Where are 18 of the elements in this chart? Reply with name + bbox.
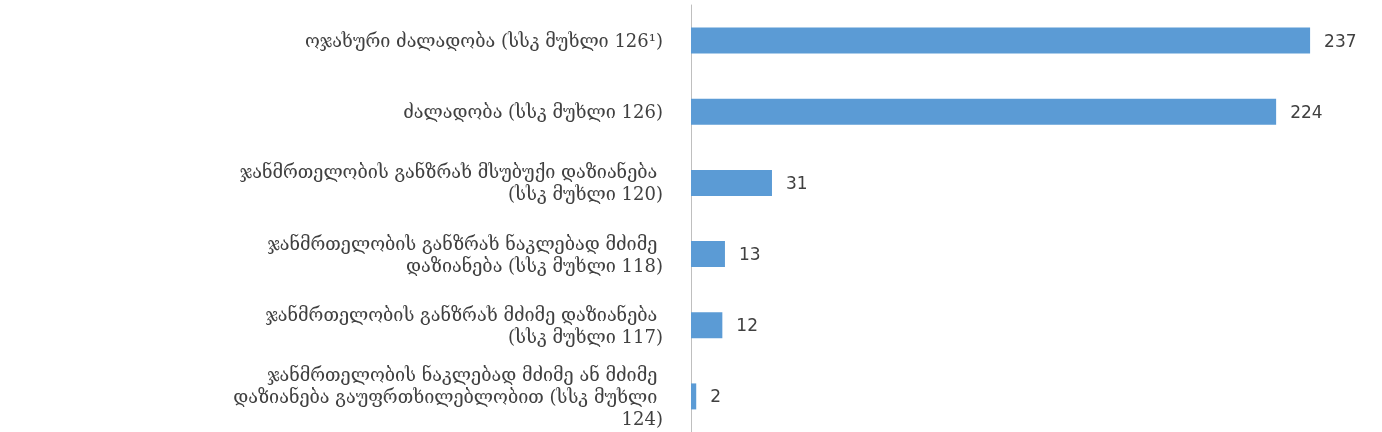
y-tick-label: ჯანმრთელობის განზრახ ნაკლებად მძიმე დაზიანება (სსკ მუხლი 118): [267, 232, 663, 276]
y-tick-label: ძალადობა (სსკ მუხლი 126): [403, 101, 663, 123]
y-tick-label: ჯანმრთელობის განზრახ მძიმე დაზიანება (სსკ მუხლი 117): [265, 303, 663, 347]
bar: [691, 98, 1277, 125]
bar: [691, 312, 723, 339]
y-tick-label: ჯანმრთელობის ნაკლებად მძიმე ან მძიმე დაზიანება გაუფრთხილებლობით (სსკ მუხლი 124): [233, 363, 663, 429]
y-tick-label: ოჯახური ძალადობა (სსკ მუხლი 126¹): [304, 30, 663, 52]
data-label: 2: [710, 386, 722, 407]
data-label: 31: [785, 172, 808, 193]
bar: [691, 383, 697, 410]
bar: [691, 27, 1311, 54]
y-tick-label: ჯანმრთელობის განზრახ მსუბუქი დაზიანება (სსკ მუხლი 120): [239, 161, 663, 205]
data-label: 12: [736, 315, 758, 336]
data-label: 237: [1324, 30, 1357, 51]
bar: [691, 169, 772, 196]
data-label: 224: [1290, 101, 1323, 122]
bar: [691, 241, 725, 268]
data-label: 13: [738, 244, 761, 265]
